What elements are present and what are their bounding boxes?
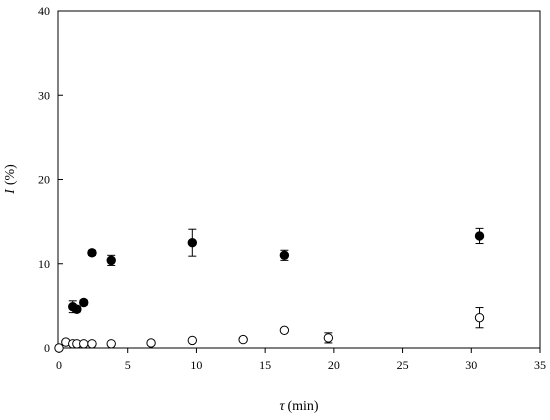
- filled-point: [72, 304, 82, 314]
- open-point: [279, 325, 290, 336]
- y-tick-label: 20: [38, 173, 50, 187]
- x-tick-label: 5: [125, 358, 131, 372]
- y-tick-label: 10: [38, 257, 50, 271]
- x-axis-ticks: 0 5 10 15 20 25 30 35: [56, 348, 546, 372]
- open-point: [323, 333, 334, 343]
- filled-point: [79, 297, 89, 308]
- filled-point: [106, 255, 116, 266]
- filled-point: [474, 231, 485, 241]
- x-tick-label: 0: [56, 358, 62, 372]
- x-axis-label: τ (min): [279, 399, 318, 414]
- open-point: [474, 312, 485, 323]
- open-point: [54, 343, 64, 353]
- x-tick-label: 10: [190, 358, 202, 372]
- y-tick-label: 0: [44, 341, 50, 355]
- open-point: [87, 339, 97, 349]
- filled-point: [279, 250, 290, 261]
- filled-point: [87, 248, 97, 258]
- plot-frame: [57, 10, 541, 349]
- x-tick-label: 15: [259, 358, 271, 372]
- open-point: [238, 334, 248, 345]
- open-point: [187, 335, 198, 346]
- data-points: [54, 227, 485, 353]
- x-tick-label: 30: [465, 358, 477, 372]
- y-tick-label: 30: [38, 88, 50, 102]
- y-axis-ticks: 0 10 20 30 40: [38, 4, 63, 355]
- open-point: [106, 339, 116, 349]
- filled-point: [187, 237, 198, 248]
- y-axis-label: I(%): [3, 164, 18, 195]
- open-point: [146, 338, 156, 348]
- open-point: [79, 339, 89, 349]
- x-tick-label: 20: [328, 358, 340, 372]
- x-tick-label: 25: [397, 358, 409, 372]
- y-tick-label: 40: [38, 4, 50, 18]
- x-tick-label: 35: [534, 358, 546, 372]
